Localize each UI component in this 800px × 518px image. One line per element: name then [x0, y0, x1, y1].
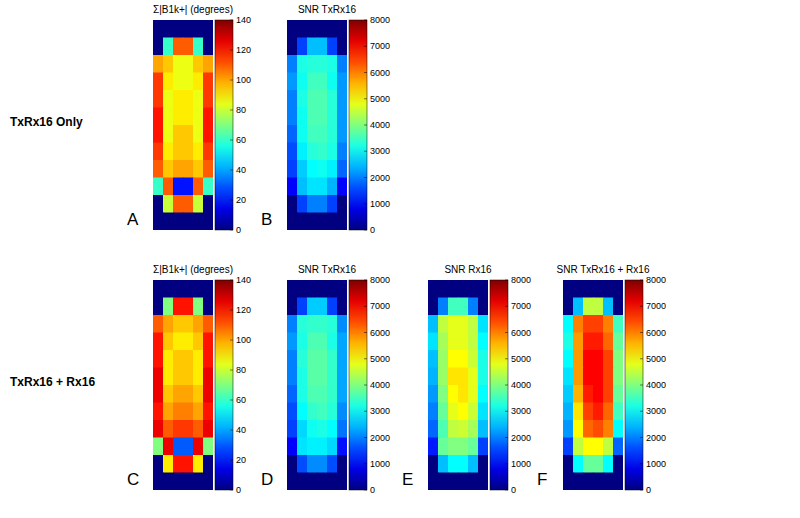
svg-text:1000: 1000 [370, 459, 390, 469]
svg-text:6000: 6000 [646, 328, 666, 338]
html-text:E: E [402, 470, 414, 489]
svg-text:2000: 2000 [646, 433, 666, 443]
svg-text:0: 0 [370, 225, 375, 235]
svg-text:80: 80 [236, 105, 246, 115]
svg-text:4000: 4000 [370, 120, 390, 130]
html-text:B: B [261, 210, 273, 229]
html-text:TxRx16 + Rx16: TxRx16 + Rx16 [10, 375, 96, 389]
html-text:F: F [537, 470, 548, 489]
svg-text:4000: 4000 [646, 380, 666, 390]
svg-text:100: 100 [236, 335, 251, 345]
html-text:SNR Rx16: SNR Rx16 [444, 264, 492, 275]
svg-text:5000: 5000 [370, 94, 390, 104]
html-text:TxRx16 Only: TxRx16 Only [10, 115, 83, 129]
svg-text:0: 0 [236, 485, 241, 495]
html-text:SNR TxRx16: SNR TxRx16 [297, 264, 357, 275]
svg-text:2000: 2000 [370, 173, 390, 183]
svg-text:1000: 1000 [511, 459, 531, 469]
svg-text:80: 80 [236, 365, 246, 375]
svg-text:6000: 6000 [370, 328, 390, 338]
html-text:SNR TxRx16 + Rx16: SNR TxRx16 + Rx16 [556, 264, 650, 275]
svg-text:120: 120 [236, 305, 251, 315]
svg-text:5000: 5000 [370, 354, 390, 364]
svg-text:8000: 8000 [370, 15, 390, 25]
svg-text:7000: 7000 [370, 301, 390, 311]
svg-text:6000: 6000 [511, 328, 531, 338]
svg-text:7000: 7000 [646, 301, 666, 311]
svg-text:5000: 5000 [646, 354, 666, 364]
svg-text:0: 0 [511, 485, 516, 495]
svg-text:140: 140 [236, 275, 251, 285]
svg-text:8000: 8000 [370, 275, 390, 285]
html-text:D: D [261, 470, 274, 489]
svg-text:7000: 7000 [511, 301, 531, 311]
svg-text:4000: 4000 [511, 380, 531, 390]
svg-text:40: 40 [236, 425, 246, 435]
svg-text:20: 20 [236, 455, 246, 465]
svg-text:3000: 3000 [646, 406, 666, 416]
svg-text:3000: 3000 [370, 406, 390, 416]
svg-text:1000: 1000 [646, 459, 666, 469]
svg-text:8000: 8000 [646, 275, 666, 285]
svg-text:4000: 4000 [370, 380, 390, 390]
svg-text:2000: 2000 [511, 433, 531, 443]
svg-text:7000: 7000 [370, 41, 390, 51]
svg-text:100: 100 [236, 75, 251, 85]
svg-text:20: 20 [236, 195, 246, 205]
svg-text:6000: 6000 [370, 68, 390, 78]
html-text:Σ|B1k+| (degrees): Σ|B1k+| (degrees) [153, 4, 233, 15]
svg-text:120: 120 [236, 45, 251, 55]
svg-text:0: 0 [236, 225, 241, 235]
svg-text:60: 60 [236, 135, 246, 145]
html-text:C: C [127, 470, 140, 489]
html-text:Σ|B1k+| (degrees): Σ|B1k+| (degrees) [153, 264, 233, 275]
svg-text:140: 140 [236, 15, 251, 25]
svg-text:2000: 2000 [370, 433, 390, 443]
svg-text:5000: 5000 [511, 354, 531, 364]
svg-text:3000: 3000 [370, 146, 390, 156]
svg-text:1000: 1000 [370, 199, 390, 209]
svg-text:0: 0 [370, 485, 375, 495]
html-text:SNR TxRx16: SNR TxRx16 [297, 4, 357, 15]
html-text:A: A [127, 210, 139, 229]
svg-text:0: 0 [646, 485, 651, 495]
svg-text:3000: 3000 [511, 406, 531, 416]
svg-text:60: 60 [236, 395, 246, 405]
svg-text:40: 40 [236, 165, 246, 175]
svg-text:8000: 8000 [511, 275, 531, 285]
